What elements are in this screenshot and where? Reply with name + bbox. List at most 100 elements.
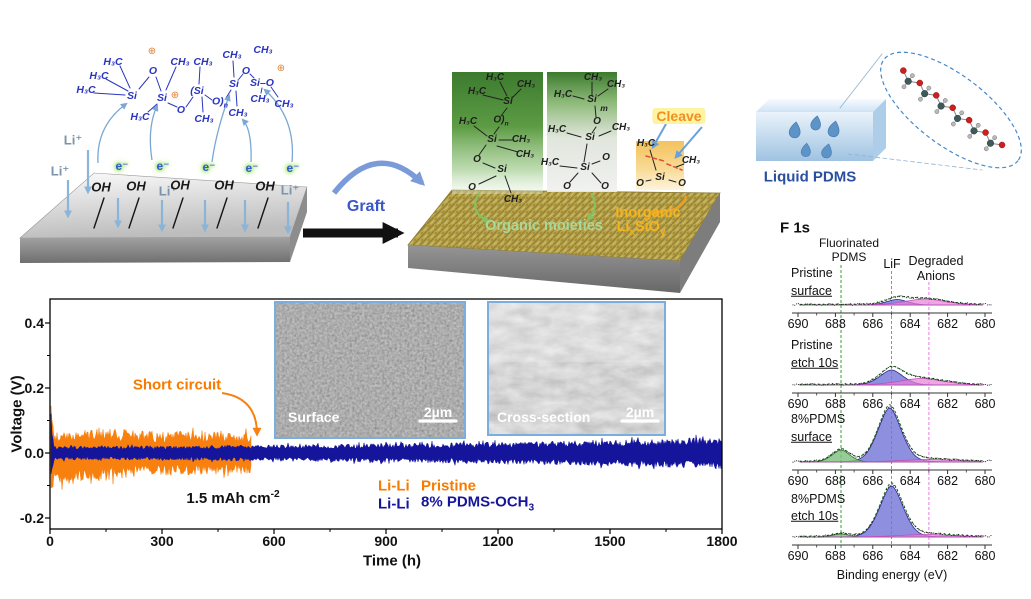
bond-line — [172, 197, 184, 229]
bond-line — [167, 102, 178, 108]
bond-line — [93, 92, 126, 96]
bond-line — [482, 162, 496, 169]
bond-line — [645, 155, 665, 162]
droplet-icon — [788, 121, 801, 139]
bond-line — [204, 94, 213, 101]
arrow — [241, 118, 252, 163]
bond-line — [572, 95, 585, 100]
oxygen-atom-icon — [932, 92, 940, 99]
droplet-icon — [800, 142, 811, 157]
oxygen-atom-icon — [916, 79, 924, 87]
bond-line — [493, 126, 500, 135]
bond-line — [511, 88, 522, 99]
bond-line — [504, 175, 512, 194]
pdms-droplets — [788, 115, 840, 159]
droplet-icon — [827, 120, 840, 138]
bond-line — [478, 144, 487, 156]
bond-line — [847, 153, 983, 171]
bond-line — [591, 160, 601, 165]
arrow — [263, 88, 294, 163]
bond-line — [591, 172, 602, 184]
bond-line — [478, 175, 497, 185]
arrow — [474, 192, 491, 223]
oxygen-atom-icon — [982, 129, 989, 136]
bond-line — [666, 163, 683, 171]
arrow — [149, 104, 159, 161]
bond-line — [569, 172, 579, 183]
arrow — [211, 94, 231, 163]
bond-line — [216, 197, 228, 229]
bond-line — [839, 53, 883, 109]
oxygen-atom-icon — [998, 141, 1006, 149]
methyl-atom-icon — [967, 134, 973, 139]
droplet-icon — [810, 115, 821, 131]
bond-line — [594, 105, 597, 118]
bond-line — [119, 65, 131, 89]
bond-line — [482, 94, 504, 101]
arrow — [649, 195, 687, 217]
bond-line — [649, 149, 657, 171]
methyl-atom-icon — [901, 84, 907, 90]
bond-line — [201, 96, 204, 113]
xps-envelope — [799, 404, 982, 462]
methyl-atom-icon — [983, 146, 989, 152]
methyl-atom-icon — [959, 110, 965, 116]
xps-peak-lif — [799, 407, 984, 463]
xps-peak-anion — [799, 459, 984, 463]
oxygen-atom-icon — [949, 104, 956, 112]
methyl-atom-icon — [975, 122, 981, 128]
bond-line — [105, 78, 129, 92]
bond-line — [232, 60, 235, 78]
silicon-atom-icon — [937, 102, 945, 110]
xps-peak-anion — [799, 534, 984, 538]
bond-line — [198, 66, 201, 85]
bond-line — [559, 165, 578, 169]
arrow — [674, 126, 703, 159]
molecule-callout-ellipse — [880, 51, 1022, 169]
arrow — [97, 102, 128, 164]
arrow — [651, 123, 667, 150]
bond-line — [93, 197, 105, 229]
bond-line — [496, 145, 519, 153]
silicon-atom-icon — [953, 114, 962, 122]
bond-line — [668, 179, 677, 183]
bond-line — [473, 125, 488, 137]
methyl-atom-icon — [910, 73, 915, 79]
xps-envelope — [799, 482, 982, 537]
methyl-atom-icon — [926, 85, 932, 91]
bond-line — [165, 66, 177, 91]
sem-inset-surface — [274, 301, 466, 439]
xps-envelope — [799, 365, 982, 385]
pristine-substrate-slab — [19, 172, 308, 263]
voltage-time-chart — [45, 298, 723, 534]
bond-line — [675, 163, 685, 168]
organic-panel-2 — [547, 72, 617, 192]
bond-line — [185, 96, 194, 108]
oxygen-atom-icon — [965, 116, 973, 124]
bond-line — [238, 73, 244, 80]
silicon-atom-icon — [904, 77, 912, 85]
bond-line — [583, 143, 588, 163]
methyl-atom-icon — [934, 109, 940, 114]
bond-line — [645, 179, 652, 182]
xps-peak-anion — [799, 378, 984, 386]
silicon-atom-icon — [986, 139, 994, 147]
grafted-substrate-slab — [407, 189, 721, 293]
arrow — [331, 160, 426, 195]
schematic-decorations — [64, 53, 983, 437]
xps-peak-lif — [799, 485, 984, 538]
xps-envelope — [799, 295, 982, 305]
silicon-atom-icon — [970, 127, 978, 135]
bond-line — [260, 87, 263, 94]
bond-line — [598, 130, 612, 137]
methyl-atom-icon — [942, 98, 948, 103]
bond-line — [500, 107, 508, 117]
bond-line — [235, 90, 238, 107]
oxygen-atom-icon — [900, 67, 907, 74]
pdms-molecule-chain — [900, 67, 1006, 152]
bond-line — [128, 197, 140, 229]
bond-line — [566, 132, 582, 138]
organic-panel-1 — [452, 72, 543, 194]
